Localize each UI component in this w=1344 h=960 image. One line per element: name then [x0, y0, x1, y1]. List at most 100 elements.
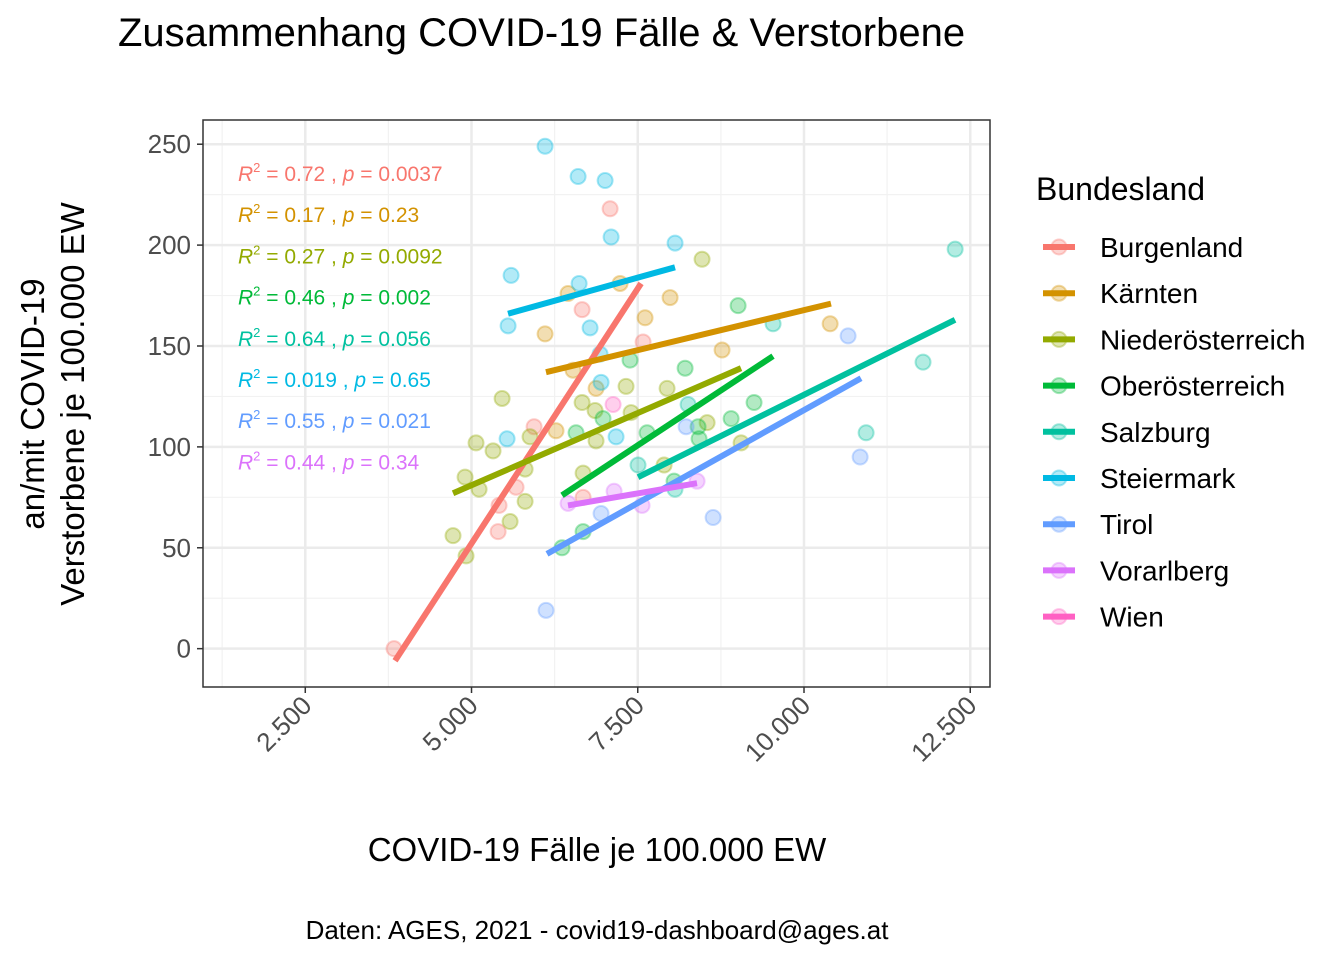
data-point: [501, 513, 519, 531]
legend-title: Bundesland: [1036, 171, 1205, 207]
x-axis-label: COVID-19 Fälle je 100.000 EW: [368, 831, 827, 868]
data-point: [636, 309, 654, 327]
regression-line: [507, 264, 676, 317]
data-point: [573, 301, 591, 319]
data-point: [456, 468, 474, 486]
legend-key-point: [1050, 469, 1068, 487]
data-point: [592, 373, 610, 391]
data-point: [587, 379, 605, 397]
data-point: [722, 410, 740, 428]
data-point: [602, 228, 620, 246]
data-point: [604, 396, 622, 414]
r2-annotation: R2 = 0.44 , p = 0.34: [238, 448, 420, 474]
data-point: [661, 289, 679, 307]
data-point: [489, 523, 507, 541]
y-tick-label: 100: [148, 432, 191, 462]
data-point: [617, 377, 635, 395]
caption: Daten: AGES, 2021 - covid19-dashboard@ag…: [306, 915, 890, 945]
data-point: [516, 492, 534, 510]
data-point: [851, 448, 869, 466]
regression-line: [451, 365, 743, 497]
data-point: [693, 250, 711, 268]
regression-lines: [392, 264, 957, 663]
data-point: [467, 434, 485, 452]
r2-annotation: R2 = 0.46 , p = 0.002: [238, 284, 431, 310]
legend-label: Oberösterreich: [1100, 371, 1285, 402]
legend: Burgenland Kärnten Niederösterreich Oberöst…: [1043, 232, 1305, 633]
legend-key-point: [1050, 330, 1068, 348]
legend-label: Niederösterreich: [1100, 324, 1305, 355]
data-point: [498, 430, 516, 448]
regression-line: [560, 353, 775, 498]
data-point: [596, 172, 614, 190]
legend-label: Tirol: [1100, 509, 1153, 540]
data-point: [914, 353, 932, 371]
data-point: [570, 274, 588, 292]
x-tick-label: 7.500: [583, 690, 650, 757]
data-point: [677, 418, 695, 436]
data-point: [839, 327, 857, 345]
legend-label: Salzburg: [1100, 417, 1211, 448]
data-point: [573, 393, 591, 411]
data-point: [502, 266, 520, 284]
legend-label: Steiermark: [1100, 463, 1236, 494]
data-point: [676, 359, 694, 377]
y-tick-label: 50: [162, 533, 191, 563]
y-axis-label-line1: an/mit COVID-19: [14, 278, 51, 529]
r2-annotation: R2 = 0.019 , p = 0.65: [238, 366, 431, 392]
data-point: [658, 379, 676, 397]
chart-title: Zusammenhang COVID-19 Fälle & Verstorben…: [118, 11, 965, 55]
grid-lines: [203, 120, 990, 687]
y-axis-label-line2: Verstorbene je 100.000 EW: [54, 201, 91, 605]
regression-line: [567, 480, 698, 509]
y-tick-label: 200: [148, 230, 191, 260]
data-point: [607, 428, 625, 446]
data-point: [493, 389, 511, 407]
r2-annotation: R2 = 0.55 , p = 0.021: [238, 407, 431, 433]
legend-key-point: [1050, 515, 1068, 533]
x-tick-label: 2.500: [250, 690, 317, 757]
data-point: [586, 402, 604, 420]
data-point: [601, 200, 619, 218]
data-point: [569, 167, 587, 185]
x-tick-label: 10.000: [739, 690, 816, 767]
data-point: [745, 393, 763, 411]
legend-label: Vorarlberg: [1100, 555, 1229, 586]
data-point: [444, 527, 462, 545]
regression-line: [392, 281, 644, 663]
data-point: [537, 601, 555, 619]
x-tick-label: 5.000: [417, 690, 484, 757]
regression-line: [545, 300, 832, 376]
r2-annotation: R2 = 0.27 , p = 0.0092: [238, 242, 443, 268]
data-point: [499, 317, 517, 335]
data-point: [946, 240, 964, 258]
data-point: [689, 418, 707, 436]
data-point: [666, 234, 684, 252]
legend-key-point: [1050, 608, 1068, 626]
data-point: [629, 456, 647, 474]
data-point: [857, 424, 875, 442]
regression-line: [636, 317, 957, 480]
y-tick-label: 0: [177, 634, 191, 664]
legend-label: Kärnten: [1100, 278, 1198, 309]
data-point: [484, 442, 502, 460]
data-point: [729, 297, 747, 315]
data-point: [536, 137, 554, 155]
r2-annotation: R2 = 0.64 , p = 0.056: [238, 325, 431, 351]
y-tick-label: 150: [148, 331, 191, 361]
data-point: [536, 325, 554, 343]
legend-key-point: [1050, 423, 1068, 441]
legend-key-point: [1050, 284, 1068, 302]
legend-label: Wien: [1100, 602, 1164, 633]
regression-line: [545, 375, 863, 557]
legend-label: Burgenland: [1100, 232, 1243, 263]
data-point: [704, 509, 722, 527]
data-point: [525, 418, 543, 436]
data-point: [698, 414, 716, 432]
y-tick-label: 250: [148, 129, 191, 159]
data-point: [713, 341, 731, 359]
legend-key-point: [1050, 561, 1068, 579]
plot-panel-background: [203, 120, 990, 687]
data-point: [581, 319, 599, 337]
